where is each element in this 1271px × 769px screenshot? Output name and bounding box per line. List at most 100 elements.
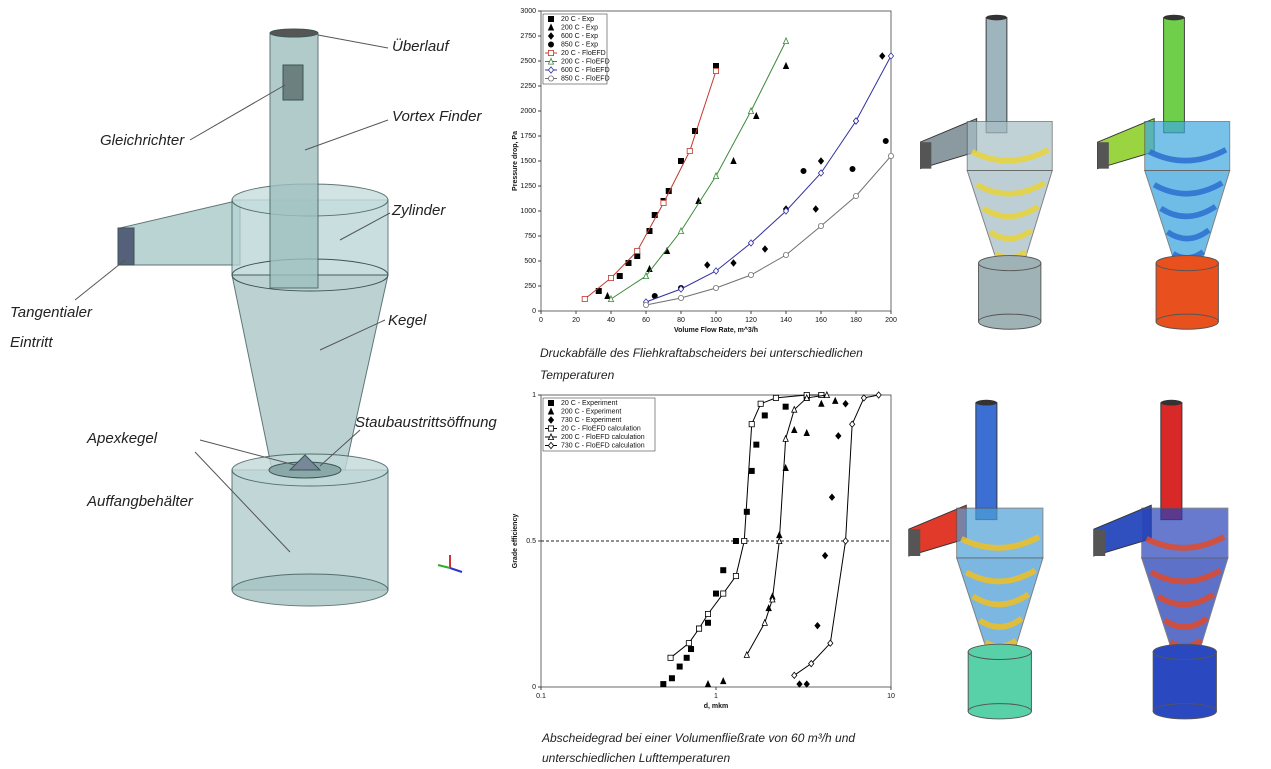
label: Kegel — [388, 312, 426, 329]
marker — [762, 620, 767, 626]
marker — [548, 50, 553, 55]
marker — [748, 108, 753, 114]
marker — [797, 681, 802, 687]
y-tick-label: 750 — [524, 233, 536, 240]
marker — [813, 206, 818, 212]
x-tick-label: 20 — [572, 317, 580, 324]
rendering — [909, 400, 1043, 719]
marker — [762, 246, 767, 252]
y-axis-label: Grade efficiency — [512, 514, 519, 569]
y-tick-label: 250 — [524, 283, 536, 290]
marker — [608, 275, 613, 280]
marker — [876, 392, 881, 398]
marker — [754, 113, 759, 119]
marker — [833, 398, 838, 404]
y-tick-label: 1750 — [520, 133, 536, 140]
marker — [605, 293, 610, 299]
marker — [819, 401, 824, 407]
marker — [713, 285, 718, 290]
marker — [548, 33, 553, 39]
legend-label: 200 C - FloEFD — [561, 58, 610, 65]
marker — [661, 200, 666, 205]
marker — [582, 296, 587, 301]
marker — [635, 248, 640, 253]
marker — [713, 63, 718, 68]
marker — [548, 417, 553, 423]
label: Vortex Finder — [392, 108, 481, 125]
marker — [713, 268, 718, 274]
marker — [783, 436, 788, 442]
page: 0250500750100012501500175020002250250027… — [0, 0, 1271, 769]
marker — [818, 158, 823, 164]
legend-label: 20 C - Exp — [561, 16, 594, 23]
legend-label: 200 C - Exp — [561, 24, 598, 31]
legend-label: 600 C - FloEFD — [561, 67, 610, 74]
x-tick-label: 1 — [714, 693, 718, 700]
marker — [668, 655, 673, 660]
marker — [678, 295, 683, 300]
marker — [713, 591, 718, 596]
marker — [731, 158, 736, 164]
marker — [548, 426, 553, 431]
marker — [843, 401, 848, 407]
marker — [850, 421, 855, 427]
marker — [836, 433, 841, 439]
y-tick-label: 2000 — [520, 108, 536, 115]
series-line — [747, 395, 827, 655]
x-tick-label: 80 — [677, 317, 685, 324]
marker — [661, 681, 666, 686]
x-axis-label: Volume Flow Rate, m^3/h — [674, 326, 758, 334]
marker — [801, 168, 806, 173]
y-tick-label: 0 — [532, 684, 536, 691]
marker — [548, 400, 553, 405]
marker — [888, 153, 893, 158]
marker — [792, 427, 797, 433]
legend-label: 730 C - Experiment — [561, 417, 621, 424]
y-tick-label: 500 — [524, 258, 536, 265]
marker — [721, 568, 726, 573]
x-tick-label: 200 — [885, 317, 897, 324]
y-tick-label: 0 — [532, 308, 536, 315]
marker — [783, 252, 788, 257]
marker — [818, 223, 823, 228]
x-tick-label: 180 — [850, 317, 862, 324]
x-axis-label: d, mkm — [704, 703, 729, 710]
legend-label: 20 C - Experiment — [561, 400, 617, 407]
y-tick-label: 2500 — [520, 58, 536, 65]
x-tick-label: 0 — [539, 317, 543, 324]
marker — [815, 623, 820, 629]
x-tick-label: 120 — [745, 317, 757, 324]
label: Apexkegel — [87, 430, 157, 447]
y-tick-label: 1250 — [520, 183, 536, 190]
legend-label: 730 C - FloEFD calculation — [561, 442, 645, 449]
marker — [635, 253, 640, 258]
marker — [548, 76, 553, 81]
marker — [829, 494, 834, 500]
marker — [749, 468, 754, 473]
marker — [548, 67, 553, 73]
marker — [822, 553, 827, 559]
axis-triad — [438, 555, 462, 572]
series-line — [671, 395, 822, 658]
label: Überlauf — [392, 38, 449, 55]
y-tick-label: 0.5 — [526, 538, 536, 545]
label: Tangentialer Eintritt — [10, 298, 120, 358]
x-tick-label: 160 — [815, 317, 827, 324]
marker — [705, 611, 710, 616]
label: Auffangbehälter — [87, 493, 193, 510]
marker — [721, 591, 726, 596]
marker — [548, 42, 553, 47]
caption: Abscheidegrad bei einer Volumenfließrate… — [542, 728, 862, 768]
marker — [773, 395, 778, 400]
y-tick-label: 1 — [532, 392, 536, 399]
marker — [792, 672, 797, 678]
x-tick-label: 60 — [642, 317, 650, 324]
label: Staubaustrittsöffnung — [355, 414, 497, 431]
marker — [880, 53, 885, 59]
x-tick-label: 100 — [710, 317, 722, 324]
marker — [713, 173, 718, 179]
marker — [804, 681, 809, 687]
marker — [548, 442, 553, 448]
x-tick-label: 140 — [780, 317, 792, 324]
marker — [721, 678, 726, 684]
